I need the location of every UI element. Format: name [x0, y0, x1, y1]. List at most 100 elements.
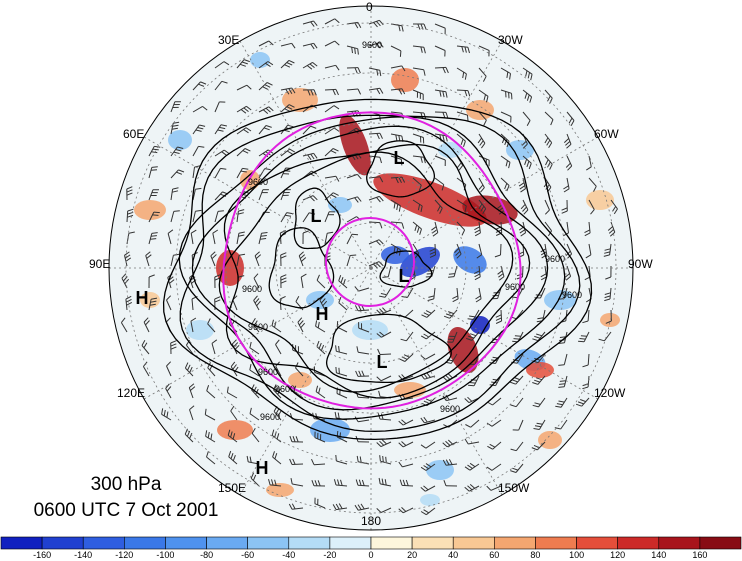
- shading-patch-0: [339, 114, 371, 176]
- shading-patch-2: [462, 195, 518, 225]
- contour-label-4: 9600: [258, 367, 278, 377]
- lon-label-0: 0: [366, 0, 373, 14]
- shading-patch-27: [538, 431, 562, 449]
- contour-label-7: 9600: [440, 404, 460, 414]
- colorbar-box-12: [494, 536, 536, 550]
- contour-label-9: 9600: [545, 254, 565, 264]
- low-center-1: L: [311, 206, 322, 226]
- jet-circle-outer: [222, 111, 522, 410]
- shading-patch-13: [586, 190, 614, 210]
- colorbar-tick-label: -80: [200, 550, 214, 560]
- contour-label-1: 9600: [248, 177, 268, 187]
- shading-patch-20: [186, 320, 214, 340]
- shading-patch-1: [373, 173, 487, 227]
- lon-label-30e: 30E: [218, 33, 240, 47]
- colorbar-tick-label: 140: [651, 550, 667, 560]
- shading-patch-24: [288, 372, 312, 388]
- colorbar-tick-label: 0: [368, 550, 374, 560]
- contour-labels: 9600 9600 9600 9600 9600 9600 9600 9600 9600 9600…: [242, 40, 582, 422]
- height-contour-3: [191, 125, 549, 411]
- lon-label-90w: 90W: [628, 257, 653, 271]
- height-contour-10: [379, 250, 433, 288]
- lon-label-150e: 150E: [218, 481, 247, 495]
- contour-label-10: 9600: [562, 290, 582, 300]
- shading-patch-4: [447, 326, 479, 374]
- high-center-5: H: [316, 304, 329, 324]
- shading-patch-26: [168, 130, 192, 150]
- lon-label-150w: 150W: [498, 481, 530, 495]
- low-center-2: L: [399, 266, 410, 286]
- colorbar: [0, 536, 742, 550]
- colorbar-box-3: [124, 536, 166, 550]
- colorbar-tick-label: 60: [489, 550, 500, 560]
- lon-label-30w: 30W: [498, 33, 523, 47]
- low-center-3: L: [377, 352, 388, 372]
- contour-label-6: 9600: [260, 412, 280, 422]
- contour-label-2: 9600: [242, 284, 262, 294]
- colorbar-box-5: [206, 536, 248, 550]
- colorbar-box-2: [82, 536, 125, 550]
- shading-patch-11: [391, 68, 419, 92]
- shading-patch-15: [134, 200, 166, 220]
- lon-label-60e: 60E: [123, 127, 145, 141]
- colorbar-tick-label: -20: [323, 550, 337, 560]
- valid-time-label: 0600 UTC 7 Oct 2001: [33, 500, 219, 521]
- shading-patch-33: [328, 197, 352, 213]
- height-contour-5: [218, 151, 514, 393]
- colorbar-box-7: [288, 536, 331, 550]
- shading-patch-32: [600, 313, 620, 327]
- height-contours: [162, 98, 593, 441]
- colorbar-tick-label: 40: [448, 550, 459, 560]
- colorbar-box-0: [0, 536, 43, 550]
- lon-label-120w: 120W: [594, 386, 626, 400]
- shading-patch-34: [266, 483, 294, 497]
- colorbar-box-16: [658, 536, 701, 550]
- colorbar-tick-label: -40: [282, 550, 296, 560]
- height-contour-7: [268, 227, 335, 309]
- height-contour-9: [293, 187, 341, 250]
- pressure-level-label: 300 hPa: [90, 474, 162, 495]
- shading-patch-35: [420, 494, 440, 506]
- contour-label-8: 9600: [505, 282, 525, 292]
- height-contour-6: [366, 140, 436, 198]
- shading-patch-28: [250, 52, 270, 68]
- contour-label-3: 9600: [248, 322, 268, 332]
- contour-label-5: 9600: [275, 384, 295, 394]
- colorbar-box-17: [699, 536, 742, 550]
- colorbar-box-13: [535, 536, 577, 550]
- contour-label-0: 9600: [362, 40, 382, 50]
- colorbar-tick-label: 120: [610, 550, 626, 560]
- shading-patch-10: [526, 362, 554, 378]
- height-contour-2: [178, 116, 566, 420]
- colorbar-box-10: [411, 536, 454, 550]
- colorbar-box-14: [576, 536, 618, 550]
- colorbar-tick-label: 100: [569, 550, 585, 560]
- colorbar-tick-label: -60: [241, 550, 255, 560]
- colorbar-tick-label: -140: [74, 550, 93, 560]
- shading-patch-18: [426, 460, 454, 480]
- shading-patch-16: [217, 420, 253, 440]
- shading-patch-8: [453, 246, 487, 274]
- colorbar-tick-label: 20: [407, 550, 418, 560]
- height-contour-4: [223, 143, 531, 399]
- colorbar-box-1: [41, 536, 84, 550]
- lon-label-90e: 90E: [89, 257, 111, 271]
- colorbar-box-9: [370, 536, 413, 550]
- lon-label-120e: 120E: [117, 386, 146, 400]
- colorbar-tick-label: 160: [692, 550, 708, 560]
- shading-patch-19: [544, 290, 576, 310]
- lon-label-60w: 60W: [594, 127, 619, 141]
- wind-barbs: [120, 18, 618, 516]
- colorbar-box-4: [165, 536, 207, 550]
- low-center-0: L: [394, 148, 405, 168]
- colorbar-box-11: [452, 536, 495, 550]
- height-contour-1: [179, 114, 581, 432]
- colorbar-box-15: [617, 536, 660, 550]
- colorbar-box-8: [329, 536, 372, 550]
- height-contour-0: [162, 98, 593, 441]
- jet-circles: [222, 111, 522, 410]
- pressure-centers: L L L L H H H: [136, 148, 410, 478]
- colorbar-tick-label: -120: [115, 550, 134, 560]
- colorbar-box-6: [247, 536, 290, 550]
